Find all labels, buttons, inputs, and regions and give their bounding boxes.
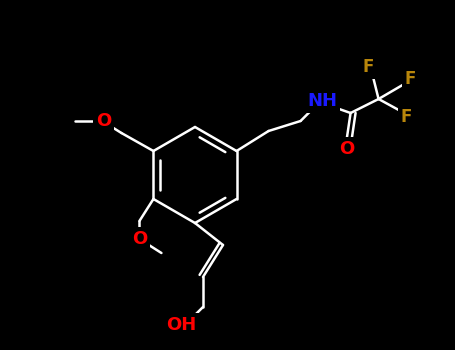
Text: F: F — [363, 58, 374, 76]
Text: F: F — [405, 70, 416, 88]
Text: O: O — [339, 140, 354, 158]
Text: F: F — [401, 108, 412, 126]
Text: NH: NH — [308, 92, 338, 110]
Text: OH: OH — [166, 316, 196, 334]
Text: O: O — [96, 112, 111, 130]
Text: O: O — [132, 230, 147, 248]
